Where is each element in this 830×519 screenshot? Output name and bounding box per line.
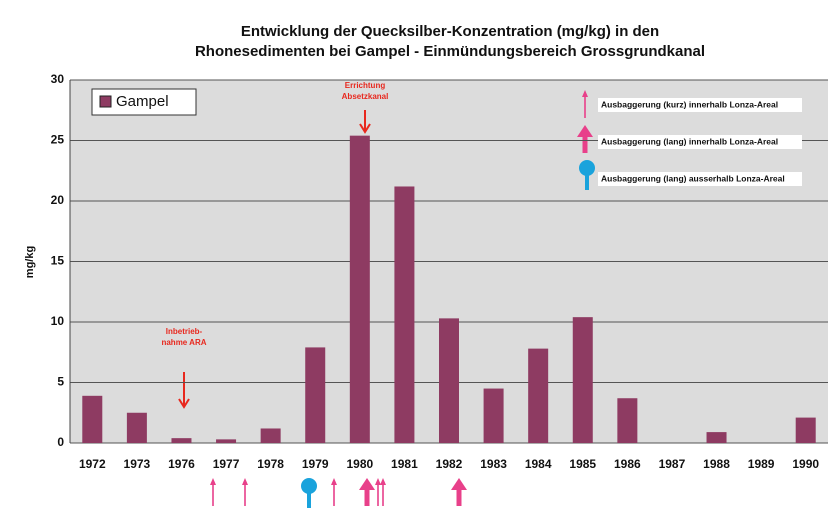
annotation: nahme ARA (161, 338, 206, 347)
legend-label: Gampel (116, 93, 169, 110)
bar (305, 347, 326, 443)
x-tick-label: 1977 (213, 457, 240, 471)
bar (394, 186, 415, 444)
x-tick-label: 1982 (436, 457, 463, 471)
annotation: Absetzkanal (342, 92, 389, 101)
y-tick-label: 20 (51, 193, 65, 207)
symbol-legend-box (598, 172, 802, 186)
x-tick-label: 1978 (257, 457, 284, 471)
annotation: Inbetrieb- (166, 327, 203, 336)
x-tick-label: 1979 (302, 457, 329, 471)
symbol-legend-label: Ausbaggerung (lang) ausserhalb Lonza-Are… (601, 173, 785, 183)
y-tick-label: 15 (51, 254, 65, 268)
x-tick-label: 1981 (391, 457, 418, 471)
x-tick-label: 1983 (480, 457, 507, 471)
x-tick-label: 1973 (124, 457, 151, 471)
x-tick-label: 1972 (79, 457, 106, 471)
x-tick-label: 1985 (569, 457, 596, 471)
chart-title: Entwicklung der Quecksilber-Konzentratio… (241, 23, 659, 40)
annotation-arrow (359, 110, 371, 134)
x-tick-label: 1984 (525, 457, 552, 471)
bar (572, 317, 593, 443)
bar (483, 388, 504, 443)
y-tick-label: 5 (57, 375, 64, 389)
bar (260, 428, 281, 443)
x-tick-label: 1987 (659, 457, 686, 471)
x-tick-label: 1989 (748, 457, 775, 471)
y-tick-label: 30 (51, 72, 65, 86)
annotation-arrow (178, 372, 190, 409)
x-tick-label: 1980 (346, 457, 373, 471)
bar (439, 318, 459, 443)
symbol-legend-label: Ausbaggerung (kurz) innerhalb Lonza-Area… (601, 99, 778, 109)
bar (349, 135, 370, 443)
symbol-legend-box (598, 98, 802, 112)
bar (126, 412, 147, 443)
bar (528, 348, 549, 443)
bar (216, 439, 237, 443)
y-tick-label: 25 (51, 133, 65, 147)
bar (706, 432, 727, 443)
symbol-legend-label: Ausbaggerung (lang) innerhalb Lonza-Area… (601, 136, 778, 146)
x-tick-label: 1990 (792, 457, 819, 471)
annotation: Errichtung (345, 81, 386, 90)
bar (82, 395, 103, 443)
bar (171, 438, 192, 443)
y-axis-label: mg/kg (24, 246, 36, 278)
x-tick-label: 1986 (614, 457, 641, 471)
bar (617, 398, 638, 443)
x-tick-label: 1988 (703, 457, 730, 471)
y-tick-label: 0 (57, 435, 64, 449)
x-tick-label: 1976 (168, 457, 195, 471)
legend-swatch (99, 95, 112, 108)
symbol-legend-box (598, 135, 802, 149)
bar (795, 417, 816, 443)
y-tick-label: 10 (51, 314, 65, 328)
bottom-icons (209, 477, 467, 508)
chart-title: Rhonesedimenten bei Gampel - Einmündungs… (195, 43, 705, 60)
